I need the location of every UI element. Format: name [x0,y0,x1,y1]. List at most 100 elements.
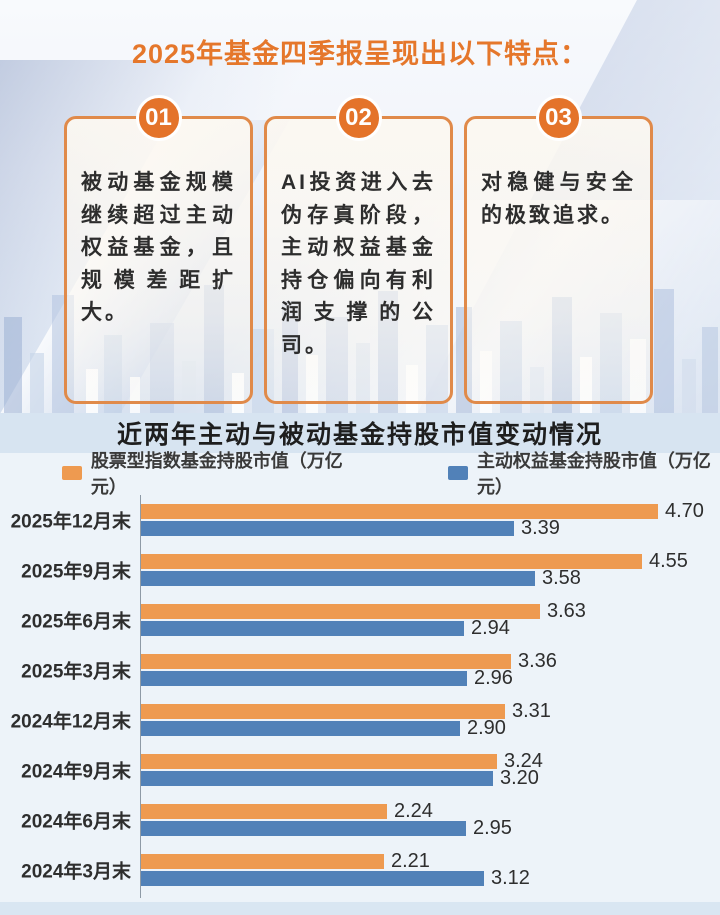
active-fund-bar [141,871,484,886]
active-fund-bar [141,821,466,836]
bar-group: 2.24 2.95 [141,800,512,839]
point-number-badge: 03 [535,95,582,141]
bar-group: 4.70 3.39 [141,500,704,539]
bar-group: 2.21 3.12 [141,850,530,889]
page-title: 2025年基金四季报呈现出以下特点： [131,39,589,69]
category-label: 2025年9月末 [21,561,131,583]
index-fund-bar [141,704,505,719]
bar-line: 3.31 [141,700,551,722]
index-fund-bar [141,854,384,869]
point-box-1: 01 被动基金规模继续超过主动权益基金，且规模差距扩大。 [64,95,253,404]
point-text: AI投资进入去伪存真阶段，主动权益基金持仓偏向有利润支撑的公司。 [281,171,436,357]
bar-line: 3.39 [141,517,704,539]
active-fund-bar [141,621,464,636]
index-fund-bar [141,554,642,569]
value-label: 3.31 [512,700,551,722]
active-fund-bar [141,721,460,736]
point-number-badge: 01 [135,95,182,141]
bar-line: 3.63 [141,600,586,622]
value-label: 3.63 [547,600,586,622]
bar-group: 3.63 2.94 [141,600,586,639]
chart-row: 2025年3月末 3.36 2.96 [0,645,720,695]
point-number-badge: 02 [335,95,382,141]
value-label: 2.24 [394,800,433,822]
skyline-bar [30,353,44,413]
value-label: 3.58 [542,567,581,589]
active-fund-bar [141,671,467,686]
chart-row: 2024年9月末 3.24 3.20 [0,745,720,795]
bar-line: 4.55 [141,550,688,572]
legend-item-active-funds: 主动权益基金持股市值（万亿元） [448,447,720,499]
index-fund-bar [141,604,540,619]
value-label: 3.36 [518,650,557,672]
bar-line: 4.70 [141,500,704,522]
index-fund-bar [141,804,387,819]
category-label: 2025年6月末 [21,611,131,633]
chart-row: 2025年12月末 4.70 3.39 [0,495,720,545]
value-label: 2.90 [467,717,506,739]
point-text: 对稳健与安全的极致追求。 [481,171,636,227]
chart-title: 近两年主动与被动基金持股市值变动情况 [116,421,603,449]
y-axis-line [140,495,141,898]
legend-item-index-funds: 股票型指数基金持股市值（万亿元） [62,447,350,499]
point-box-2: 02 AI投资进入去伪存真阶段，主动权益基金持仓偏向有利润支撑的公司。 [264,95,453,404]
value-label: 3.12 [491,867,530,889]
active-fund-bar [141,521,514,536]
legend-label: 股票型指数基金持股市值（万亿元） [90,451,343,497]
bar-line: 2.96 [141,667,557,689]
chart-legend: 股票型指数基金持股市值（万亿元） 主动权益基金持股市值（万亿元） [0,451,720,497]
value-label: 2.95 [473,817,512,839]
chart-row: 2025年9月末 4.55 3.58 [0,545,720,595]
bar-line: 3.24 [141,750,543,772]
chart-section: 近两年主动与被动基金持股市值变动情况 股票型指数基金持股市值（万亿元） 主动权益… [0,413,720,915]
category-label: 2024年6月末 [21,811,131,833]
bar-line: 2.90 [141,717,551,739]
value-label: 2.96 [474,667,513,689]
bar-group: 4.55 3.58 [141,550,688,589]
value-label: 3.39 [521,517,560,539]
bottom-band-decoration [0,902,720,915]
value-label: 4.70 [665,500,704,522]
bar-chart-plot: 2025年12月末 4.70 3.39 2025年9月末 4.55 3.58 2025年6月… [0,495,720,900]
bar-line: 2.24 [141,800,512,822]
category-label: 2024年12月末 [10,711,131,733]
legend-swatch-blue [448,466,468,480]
chart-row: 2024年3月末 2.21 3.12 [0,845,720,895]
bar-line: 3.12 [141,867,530,889]
point-text: 被动基金规模继续超过主动权益基金，且规模差距扩大。 [81,171,236,325]
chart-row: 2024年12月末 3.31 2.90 [0,695,720,745]
category-label: 2025年3月末 [21,661,131,683]
category-label: 2024年3月末 [21,861,131,883]
bar-line: 3.20 [141,767,543,789]
chart-title-band: 近两年主动与被动基金持股市值变动情况 [0,413,720,453]
bar-line: 3.36 [141,650,557,672]
skyline-bar [682,359,696,413]
index-fund-bar [141,754,497,769]
feature-points: 01 被动基金规模继续超过主动权益基金，且规模差距扩大。 02 AI投资进入去伪… [64,95,653,404]
point-box-3: 03 对稳健与安全的极致追求。 [464,95,653,404]
chart-row: 2024年6月末 2.24 2.95 [0,795,720,845]
bar-line: 2.94 [141,617,586,639]
skyline-bar [702,327,718,413]
bar-line: 2.21 [141,850,530,872]
hero-section: 2025年基金四季报呈现出以下特点： 01 被动基金规模继续超过主动权益基金，且… [0,0,720,413]
value-label: 2.21 [391,850,430,872]
value-label: 2.94 [471,617,510,639]
skyline-bar [654,289,674,413]
category-label: 2024年9月末 [21,761,131,783]
legend-swatch-orange [62,466,82,480]
index-fund-bar [141,654,511,669]
category-label: 2025年12月末 [10,511,131,533]
active-fund-bar [141,571,535,586]
bar-line: 2.95 [141,817,512,839]
chart-row: 2025年6月末 3.63 2.94 [0,595,720,645]
bar-group: 3.24 3.20 [141,750,543,789]
active-fund-bar [141,771,493,786]
index-fund-bar [141,504,658,519]
skyline-bar [4,317,22,413]
bar-line: 3.58 [141,567,688,589]
value-label: 3.24 [504,750,543,772]
bar-group: 3.31 2.90 [141,700,551,739]
value-label: 4.55 [649,550,688,572]
